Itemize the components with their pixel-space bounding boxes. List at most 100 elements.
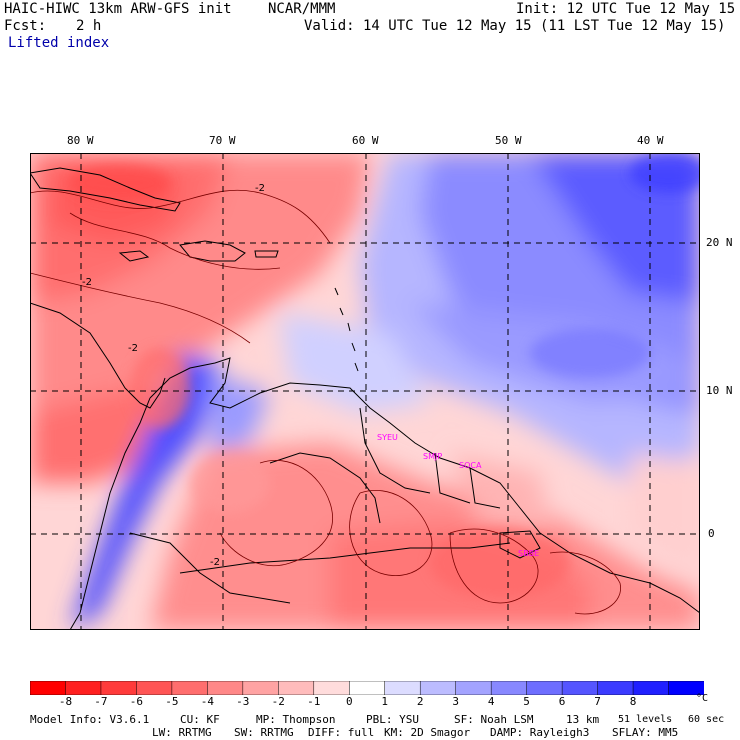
field-name: Lifted index <box>8 35 110 51</box>
border-colombia-peru <box>129 532 291 604</box>
colorbar-swatch <box>30 681 67 695</box>
colorbar-swatch <box>455 681 492 695</box>
border-venezuela <box>269 452 381 524</box>
footer-pbl: PBL: YSU <box>366 713 419 726</box>
colorbar-tick-label: -7 <box>94 695 108 708</box>
colorbar-tick-label: 8 <box>629 695 637 708</box>
footer-lw: LW: RRTMG <box>152 726 212 739</box>
colorbar-swatch <box>526 681 563 695</box>
colorbar-swatch <box>171 681 209 695</box>
forecast-hour: 2 h <box>76 18 102 34</box>
valid-time: Valid: 14 UTC Tue 12 May 15 (11 LST Tue … <box>304 18 726 34</box>
lon-label-40w: 40 W <box>637 134 664 147</box>
colorbar-swatch <box>65 681 102 695</box>
station-label-sbbe: SBBE <box>518 549 539 558</box>
model-title: HAIC-HIWC 13km ARW-GFS init <box>4 1 232 17</box>
contour-label: -2 <box>210 557 220 568</box>
colorbar-tick-label: -2 <box>271 695 285 708</box>
colorbar-swatch <box>384 681 421 695</box>
coastline-south-america-north <box>149 357 700 614</box>
coastline-lesser-antilles <box>334 287 359 372</box>
colorbar-swatch <box>668 681 704 695</box>
organization: NCAR/MMM <box>268 1 336 17</box>
colorbar-tick-label: 3 <box>452 695 459 708</box>
colorbar-swatch <box>313 681 351 695</box>
lon-label-50w: 50 W <box>495 134 522 147</box>
coastline-puerto-rico <box>254 250 279 258</box>
colorbar-swatch <box>561 681 599 695</box>
colorbar-swatch <box>490 681 528 695</box>
station-label-syeu: SYEU <box>377 433 398 442</box>
contour-line <box>219 460 333 567</box>
contours <box>30 189 621 615</box>
colorbar-tick-label: 5 <box>523 695 530 708</box>
lon-label-80w: 80 W <box>67 134 94 147</box>
contour-line <box>30 189 331 244</box>
coastline-jamaica <box>118 250 150 262</box>
colorbar-tick-label: 4 <box>487 695 495 708</box>
contour-label: -2 <box>128 343 138 354</box>
contour-line <box>449 528 539 604</box>
footer-diff: DIFF: full <box>308 726 375 739</box>
colorbar <box>30 681 704 695</box>
map-frame <box>30 153 700 630</box>
colorbar-tick-label: -5 <box>165 695 179 708</box>
colorbar-tick-label: 6 <box>558 695 566 708</box>
colorbar-tick-label: -1 <box>307 695 321 708</box>
coastline-south-america-west <box>69 397 151 630</box>
colorbar-tick-label: 2 <box>416 695 424 708</box>
colorbar-swatch <box>207 681 244 695</box>
lon-label-60w: 60 W <box>352 134 379 147</box>
lat-label-0: 0 <box>708 527 715 540</box>
colorbar-swatch <box>419 681 457 695</box>
colorbar-unit: °C <box>696 693 709 704</box>
footer-sflay: SFLAY: MM5 <box>612 726 679 739</box>
colorbar-swatch <box>278 681 315 695</box>
colorbar-tick-label: -6 <box>129 695 144 708</box>
station-label-smjp: SMJP <box>423 452 442 461</box>
coastline-cuba <box>30 167 181 212</box>
colorbar-swatch <box>597 681 634 695</box>
contour-line <box>349 490 433 576</box>
colorbar-tick-label: 0 <box>345 695 353 708</box>
colorbar-swatch <box>136 681 173 695</box>
footer-levels: 51 levels <box>618 714 673 725</box>
lat-label-20n: 20 N <box>706 236 733 249</box>
border-french-guiana <box>469 467 501 509</box>
colorbar-swatch <box>100 681 138 695</box>
border-suriname <box>434 452 471 504</box>
contour-line <box>69 212 281 270</box>
coastlines <box>30 167 700 630</box>
border-guyana <box>359 407 431 494</box>
colorbar-swatch <box>242 681 280 695</box>
graticule <box>30 153 700 630</box>
footer-model-info: Model Info: V3.6.1 <box>30 713 150 726</box>
footer-damp: DAMP: Rayleigh3 <box>490 726 590 739</box>
colorbar-tick-label: 7 <box>594 695 601 708</box>
lat-label-10n: 10 N <box>706 384 733 397</box>
colorbar-tick-label: -4 <box>200 695 215 708</box>
river-amazon <box>179 542 511 574</box>
footer-timestep: 60 sec <box>688 714 725 725</box>
colorbar-swatch <box>349 681 386 695</box>
footer-sf: SF: Noah LSM <box>454 713 534 726</box>
footer-cu: CU: KF <box>180 713 220 726</box>
coastline-central-america <box>30 302 166 409</box>
footer-sw: SW: RRTMG <box>234 726 294 739</box>
contour-line <box>549 551 621 615</box>
footer-resolution: 13 km <box>566 713 600 726</box>
lifted-index-map: -2 -2 -2 -2 SYEU SMJP SOCA SBBE <box>30 153 700 630</box>
colorbar-tick-label: -3 <box>236 695 250 708</box>
init-time: Init: 12 UTC Tue 12 May 15 <box>516 1 736 17</box>
colorbar-swatch <box>632 681 670 695</box>
contour-line <box>30 272 251 344</box>
footer-mp: MP: Thompson <box>256 713 336 726</box>
lon-label-70w: 70 W <box>209 134 236 147</box>
colorbar-tick-label: 1 <box>381 695 388 708</box>
contour-label: -2 <box>255 183 265 194</box>
colorbar-tick-label: -8 <box>58 695 73 708</box>
station-label-soca: SOCA <box>459 461 482 470</box>
contour-label: -2 <box>82 277 92 288</box>
forecast-label: Fcst: <box>4 18 47 34</box>
footer-km: KM: 2D Smagor <box>384 726 471 739</box>
